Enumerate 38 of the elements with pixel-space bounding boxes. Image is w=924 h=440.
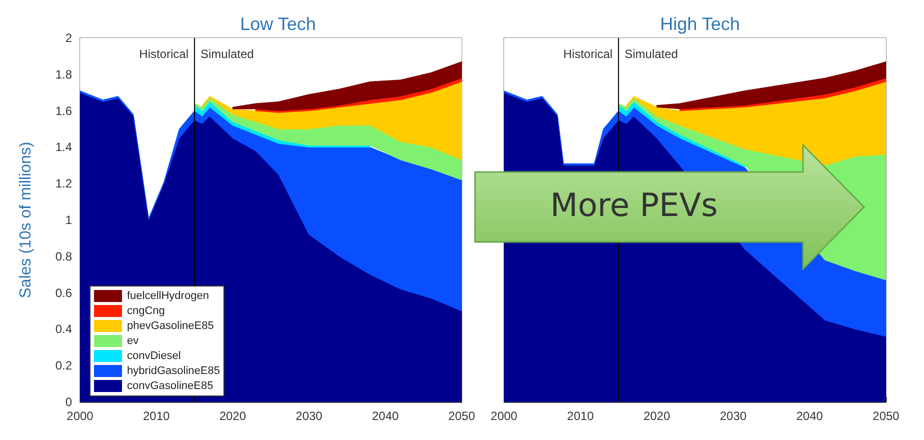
band-label: Historical <box>563 47 613 61</box>
y-tick-label: 1.6 <box>55 104 72 118</box>
legend-label: convGasolineE85 <box>127 380 214 392</box>
x-tick-label: 2020 <box>643 409 670 423</box>
x-tick-label: 2000 <box>490 409 518 423</box>
y-tick-label: 0.6 <box>55 286 72 300</box>
legend-label: ev <box>127 335 140 347</box>
legend-label: fuelcellHydrogen <box>127 290 209 302</box>
x-tick-label: 2000 <box>66 409 94 423</box>
legend-label: convDiesel <box>127 350 181 362</box>
y-tick-label: 0.2 <box>55 358 72 373</box>
y-tick-label: 1.4 <box>55 140 72 154</box>
y-tick-label: 1.2 <box>55 176 72 191</box>
y-tick-label: 0 <box>65 395 72 409</box>
y-tick-label: 2 <box>65 31 72 45</box>
band-label: Simulated <box>624 47 678 61</box>
y-tick-label: 1.8 <box>55 67 72 82</box>
annotation: More PEVs <box>549 186 719 224</box>
x-tick-label: 2030 <box>296 409 323 423</box>
x-tick-label: 2030 <box>720 409 747 423</box>
legend-label: hybridGasolineE85 <box>127 365 220 377</box>
band-label: Simulated <box>200 47 254 61</box>
x-tick-label: 2050 <box>448 409 476 423</box>
chart-title: Low Tech <box>240 14 316 34</box>
x-tick-label: 2040 <box>372 409 399 423</box>
x-tick-label: 2010 <box>142 409 170 423</box>
legend-label: cngCng <box>127 305 165 317</box>
y-tick-label: 0.8 <box>55 249 72 264</box>
x-tick-label: 2040 <box>796 409 824 423</box>
y-tick-label: 1 <box>65 213 72 227</box>
band-label: Historical <box>139 47 188 61</box>
x-tick-label: 2010 <box>567 409 594 423</box>
x-tick-label: 2050 <box>872 409 900 423</box>
legend-label: phevGasolineE85 <box>127 320 214 332</box>
y-axis-title: Sales (10s of millions) <box>18 142 34 298</box>
chart-title: High Tech <box>660 14 740 34</box>
y-tick-label: 0.4 <box>55 322 72 336</box>
x-tick-label: 2020 <box>219 409 246 423</box>
